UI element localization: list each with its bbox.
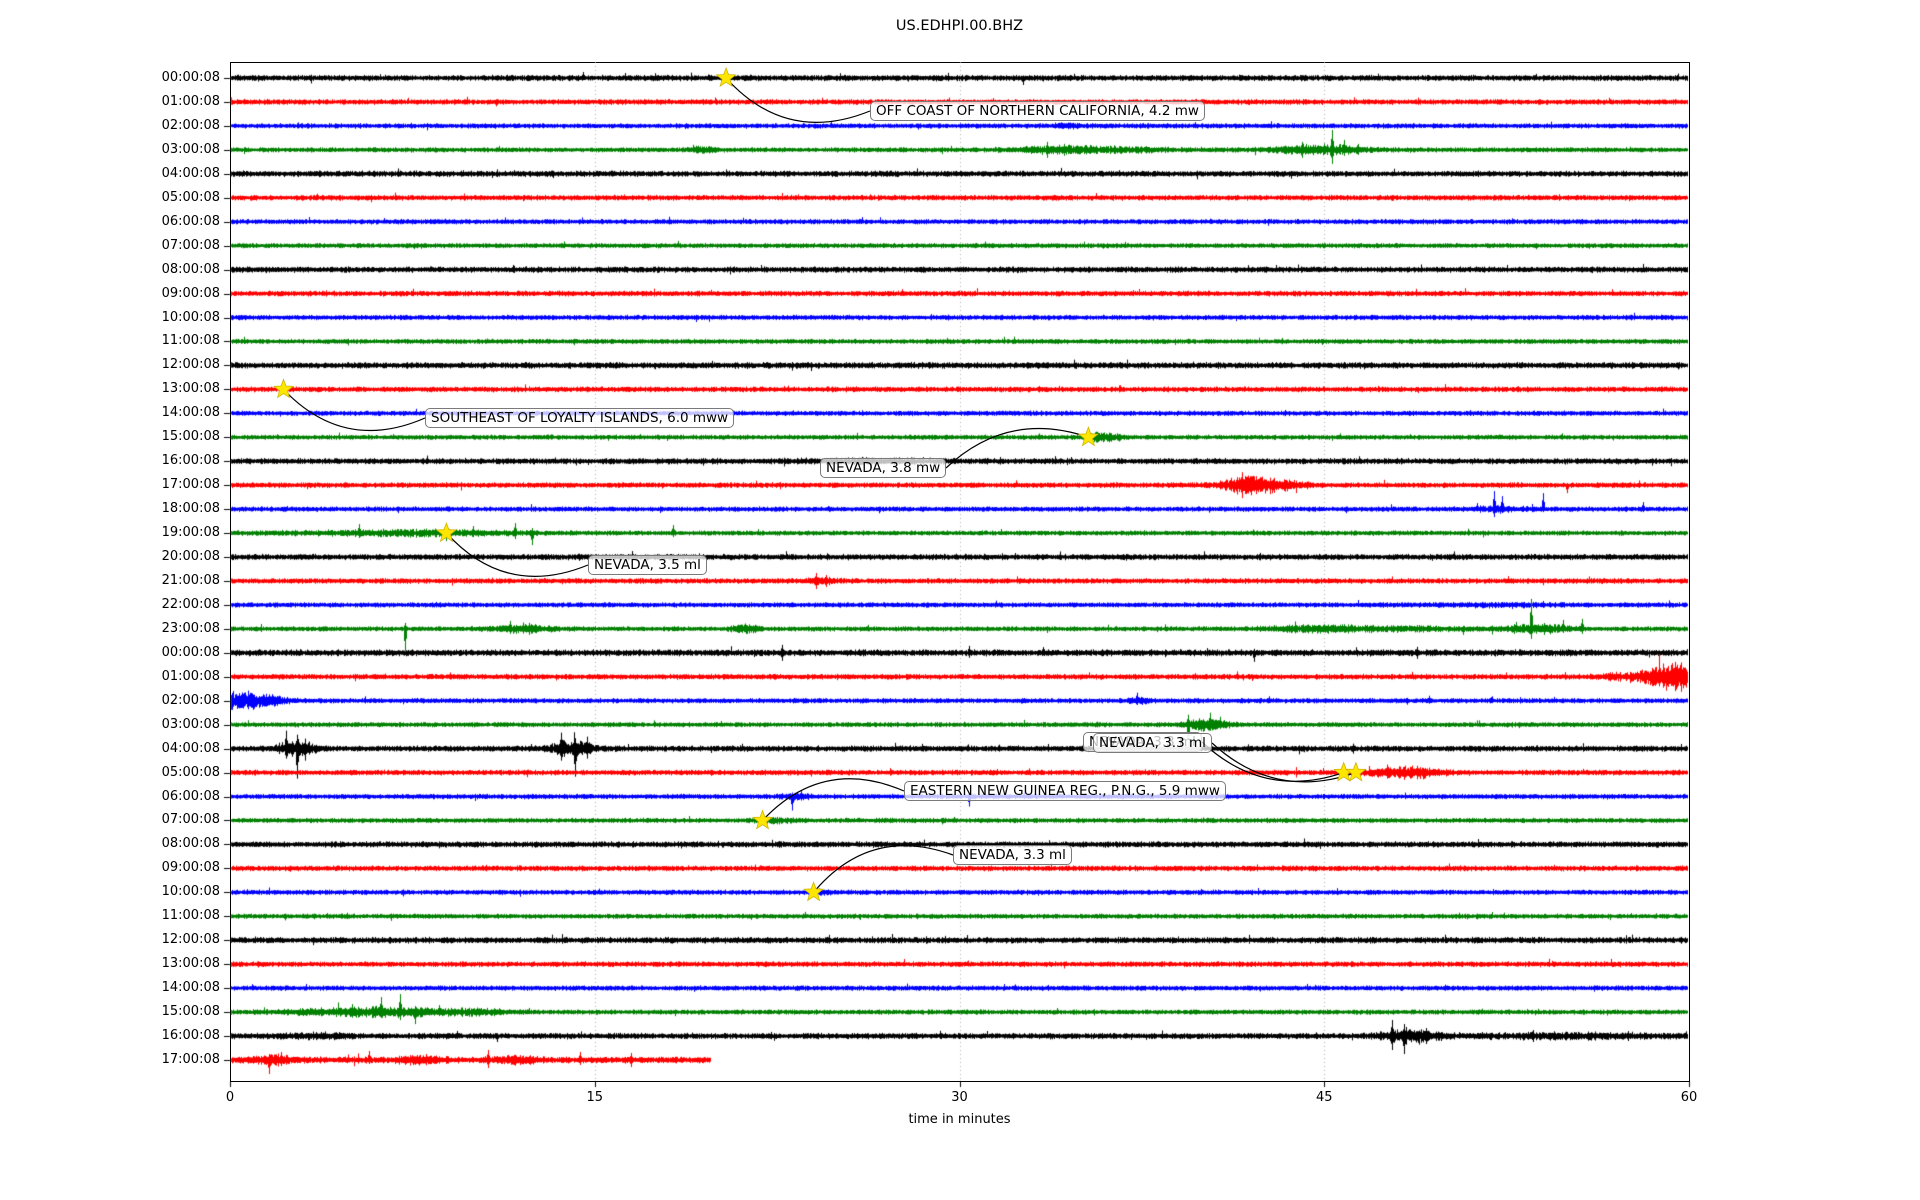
time-tick-label: 09:00:08 <box>161 860 220 876</box>
time-tick-label: 21:00:08 <box>161 572 220 588</box>
x-axis-title: time in minutes <box>908 1112 1011 1127</box>
time-tick-label: 13:00:08 <box>161 381 220 397</box>
event-annotation: NEVADA, 3.5 ml <box>588 555 707 575</box>
event-annotation: NEVADA, 3.8 mw <box>820 458 947 478</box>
time-tick-label: 23:00:08 <box>161 620 220 636</box>
time-tick-label: 12:00:08 <box>161 932 220 948</box>
event-annotation: OFF COAST OF NORTHERN CALIFORNIA, 4.2 mw <box>870 101 1205 121</box>
time-tick-label: 14:00:08 <box>161 980 220 996</box>
time-tick-label: 00:00:08 <box>161 644 220 660</box>
time-tick-label: 15:00:08 <box>161 1004 220 1020</box>
time-tick-label: 03:00:08 <box>161 141 220 157</box>
time-tick-label: 17:00:08 <box>161 477 220 493</box>
x-tick-label: 30 <box>951 1090 968 1105</box>
time-tick-label: 06:00:08 <box>161 213 220 229</box>
time-tick-label: 00:00:08 <box>161 70 220 85</box>
time-tick-label: 10:00:08 <box>161 884 220 900</box>
time-tick-label: 06:00:08 <box>161 788 220 804</box>
time-tick-label: 01:00:08 <box>161 668 220 684</box>
time-tick-label: 04:00:08 <box>161 740 220 756</box>
event-annotation: SOUTHEAST OF LOYALTY ISLANDS, 6.0 mww <box>425 408 735 428</box>
time-tick-label: 01:00:08 <box>161 93 220 109</box>
event-annotation: NEVADA, 3.3 ml <box>1093 733 1212 753</box>
time-tick-label: 13:00:08 <box>161 956 220 972</box>
time-tick-label: 03:00:08 <box>161 716 220 732</box>
time-tick-label: 16:00:08 <box>161 453 220 469</box>
time-tick-label: 16:00:08 <box>161 1028 220 1044</box>
time-tick-label: 18:00:08 <box>161 501 220 517</box>
time-tick-label: 11:00:08 <box>161 333 220 349</box>
x-tick-label: 0 <box>225 1090 235 1105</box>
time-tick-label: 12:00:08 <box>161 357 220 373</box>
time-tick-label: 02:00:08 <box>161 117 220 133</box>
event-annotation: NEVADA, 3.3 ml <box>953 845 1072 865</box>
time-tick-label: 07:00:08 <box>161 237 220 253</box>
time-tick-label: 19:00:08 <box>161 525 220 541</box>
x-tick-label: 60 <box>1680 1090 1698 1105</box>
time-tick-label: 02:00:08 <box>161 692 220 708</box>
time-tick-label: 22:00:08 <box>161 596 220 612</box>
time-tick-label: 05:00:08 <box>161 189 220 205</box>
time-tick-label: 17:00:08 <box>161 1051 220 1067</box>
time-tick-label: 08:00:08 <box>161 261 220 277</box>
x-tick-label: 15 <box>586 1090 604 1105</box>
time-tick-label: 11:00:08 <box>161 908 220 924</box>
time-tick-label: 15:00:08 <box>161 429 220 445</box>
time-tick-label: 08:00:08 <box>161 836 220 852</box>
time-tick-label: 04:00:08 <box>161 165 220 181</box>
time-tick-label: 07:00:08 <box>161 812 220 828</box>
time-tick-label: 14:00:08 <box>161 405 220 421</box>
event-annotation: EASTERN NEW GUINEA REG., P.N.G., 5.9 mww <box>904 781 1226 801</box>
x-tick-label: 45 <box>1315 1090 1333 1105</box>
time-tick-label: 20:00:08 <box>161 549 220 565</box>
time-tick-label: 10:00:08 <box>161 309 220 325</box>
time-tick-label: 05:00:08 <box>161 764 220 780</box>
time-tick-label: 09:00:08 <box>161 285 220 301</box>
